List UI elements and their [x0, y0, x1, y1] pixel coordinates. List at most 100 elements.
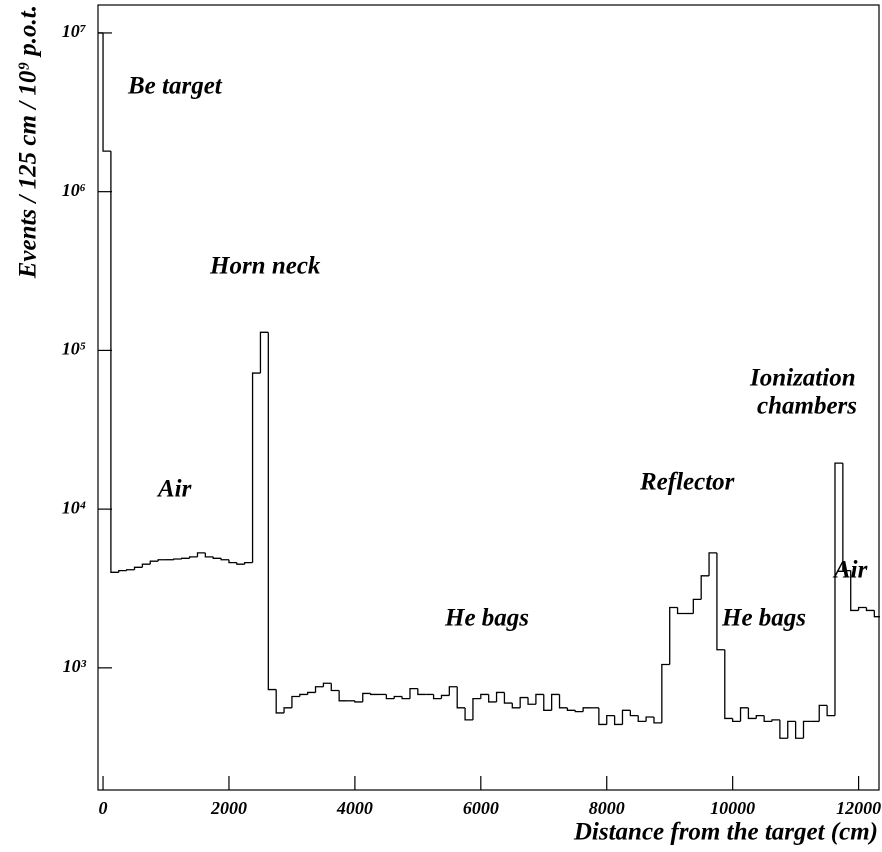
histogram-bin [794, 721, 804, 739]
histogram-bin [747, 707, 757, 720]
histogram-bin [574, 710, 584, 713]
histogram-bin [724, 649, 733, 720]
histogram-bin [354, 700, 363, 703]
histogram-bin [834, 462, 843, 716]
histogram-bin [173, 558, 182, 560]
histogram-bin [527, 697, 536, 705]
histogram-bin [464, 707, 473, 721]
histogram-bin [362, 692, 371, 702]
histogram-bin [299, 693, 308, 697]
x-tick-label: 12000 [836, 798, 881, 818]
histogram-bin [661, 663, 670, 723]
histogram-bin [157, 559, 166, 562]
histogram-bin [228, 559, 237, 564]
histogram-bin [102, 32, 111, 152]
histogram-bin [598, 707, 607, 726]
histogram-bin [787, 720, 796, 739]
histogram-bin [637, 715, 647, 723]
histogram-bin [495, 691, 505, 702]
histogram-bin [236, 562, 245, 565]
histogram-bin [488, 694, 497, 703]
y-tick-label: 10³ [63, 656, 87, 676]
histogram-bin [440, 694, 450, 699]
histogram-bin [409, 687, 418, 699]
histogram-bin [110, 151, 119, 573]
histogram-bin [196, 552, 206, 557]
histogram-bin [133, 566, 143, 570]
plot-frame [97, 4, 880, 791]
x-tick-label: 0 [99, 798, 108, 818]
histogram-bin [98, 32, 104, 34]
histogram-bin [291, 695, 300, 708]
annotation: chambers [757, 393, 857, 420]
histogram-bin [818, 704, 828, 722]
annotation: He bags [721, 605, 806, 632]
annotation: Be target [127, 73, 223, 100]
histogram-bin [181, 557, 190, 560]
histogram-bin [385, 694, 395, 700]
histogram-bin [244, 562, 253, 565]
histogram-bin [188, 556, 198, 559]
histogram-bin [645, 716, 654, 722]
x-tick-label: 8000 [589, 798, 625, 818]
histogram-bin [763, 715, 773, 723]
histogram-bin [669, 606, 678, 665]
annotation: Ionization [749, 365, 856, 392]
histogram-bin [692, 598, 702, 614]
histogram-bin [322, 682, 332, 687]
histogram-bin [802, 720, 812, 739]
histogram-bin [503, 692, 513, 704]
histogram-bin [307, 691, 316, 695]
histogram-bin [566, 707, 576, 711]
x-axis-label: Distance from the target (cm) [573, 819, 878, 846]
histogram-bin [865, 607, 875, 612]
histogram-bin [621, 709, 631, 725]
histogram-bin [204, 552, 214, 558]
histogram-bin [330, 683, 340, 692]
histogram-bin [779, 719, 788, 739]
histogram-bin [716, 552, 725, 651]
histogram-bin [149, 560, 159, 565]
histogram-bin [283, 707, 292, 713]
histogram-bin [606, 714, 615, 725]
histogram-bin [369, 693, 379, 696]
histogram-bin [873, 610, 880, 618]
y-tick-label: 10⁷ [62, 21, 87, 41]
histogram-bin [708, 552, 717, 576]
histogram-bin [739, 707, 749, 722]
histogram-bin [653, 717, 662, 724]
histogram [98, 32, 880, 739]
histogram-bin [771, 719, 780, 722]
histogram-bin [220, 558, 229, 561]
x-tick-label: 2000 [210, 798, 247, 818]
histogram-bin [118, 569, 127, 573]
histogram-bin [456, 686, 466, 709]
annotation: He bags [444, 605, 529, 632]
histogram-bin [393, 695, 403, 699]
histogram-bin [755, 714, 765, 719]
x-tick-label: 10000 [710, 798, 755, 818]
y-tick-label: 10⁴ [62, 497, 86, 517]
histogram-bin [629, 710, 639, 717]
annotation: Horn neck [209, 253, 321, 280]
annotation: Air [832, 557, 868, 584]
histogram-bin [850, 570, 859, 612]
histogram-bin [212, 556, 222, 559]
histogram-bin [700, 575, 710, 600]
histogram-bin [543, 694, 552, 711]
histogram-bin [314, 686, 324, 693]
y-tick-label: 10⁵ [62, 339, 86, 359]
histogram-bin [558, 694, 568, 709]
histogram-bin [141, 563, 151, 568]
histogram-bin [267, 332, 277, 691]
histogram-bin [432, 694, 442, 700]
histogram-bin [448, 686, 458, 696]
histogram-bin [251, 372, 261, 563]
histogram-bin [480, 693, 489, 699]
histogram-bin [550, 693, 560, 711]
histogram-bin [535, 693, 544, 705]
histogram-bin [826, 705, 835, 717]
annotation: Air [156, 476, 192, 503]
histogram-bin [472, 697, 481, 720]
histogram-bin [613, 715, 623, 726]
